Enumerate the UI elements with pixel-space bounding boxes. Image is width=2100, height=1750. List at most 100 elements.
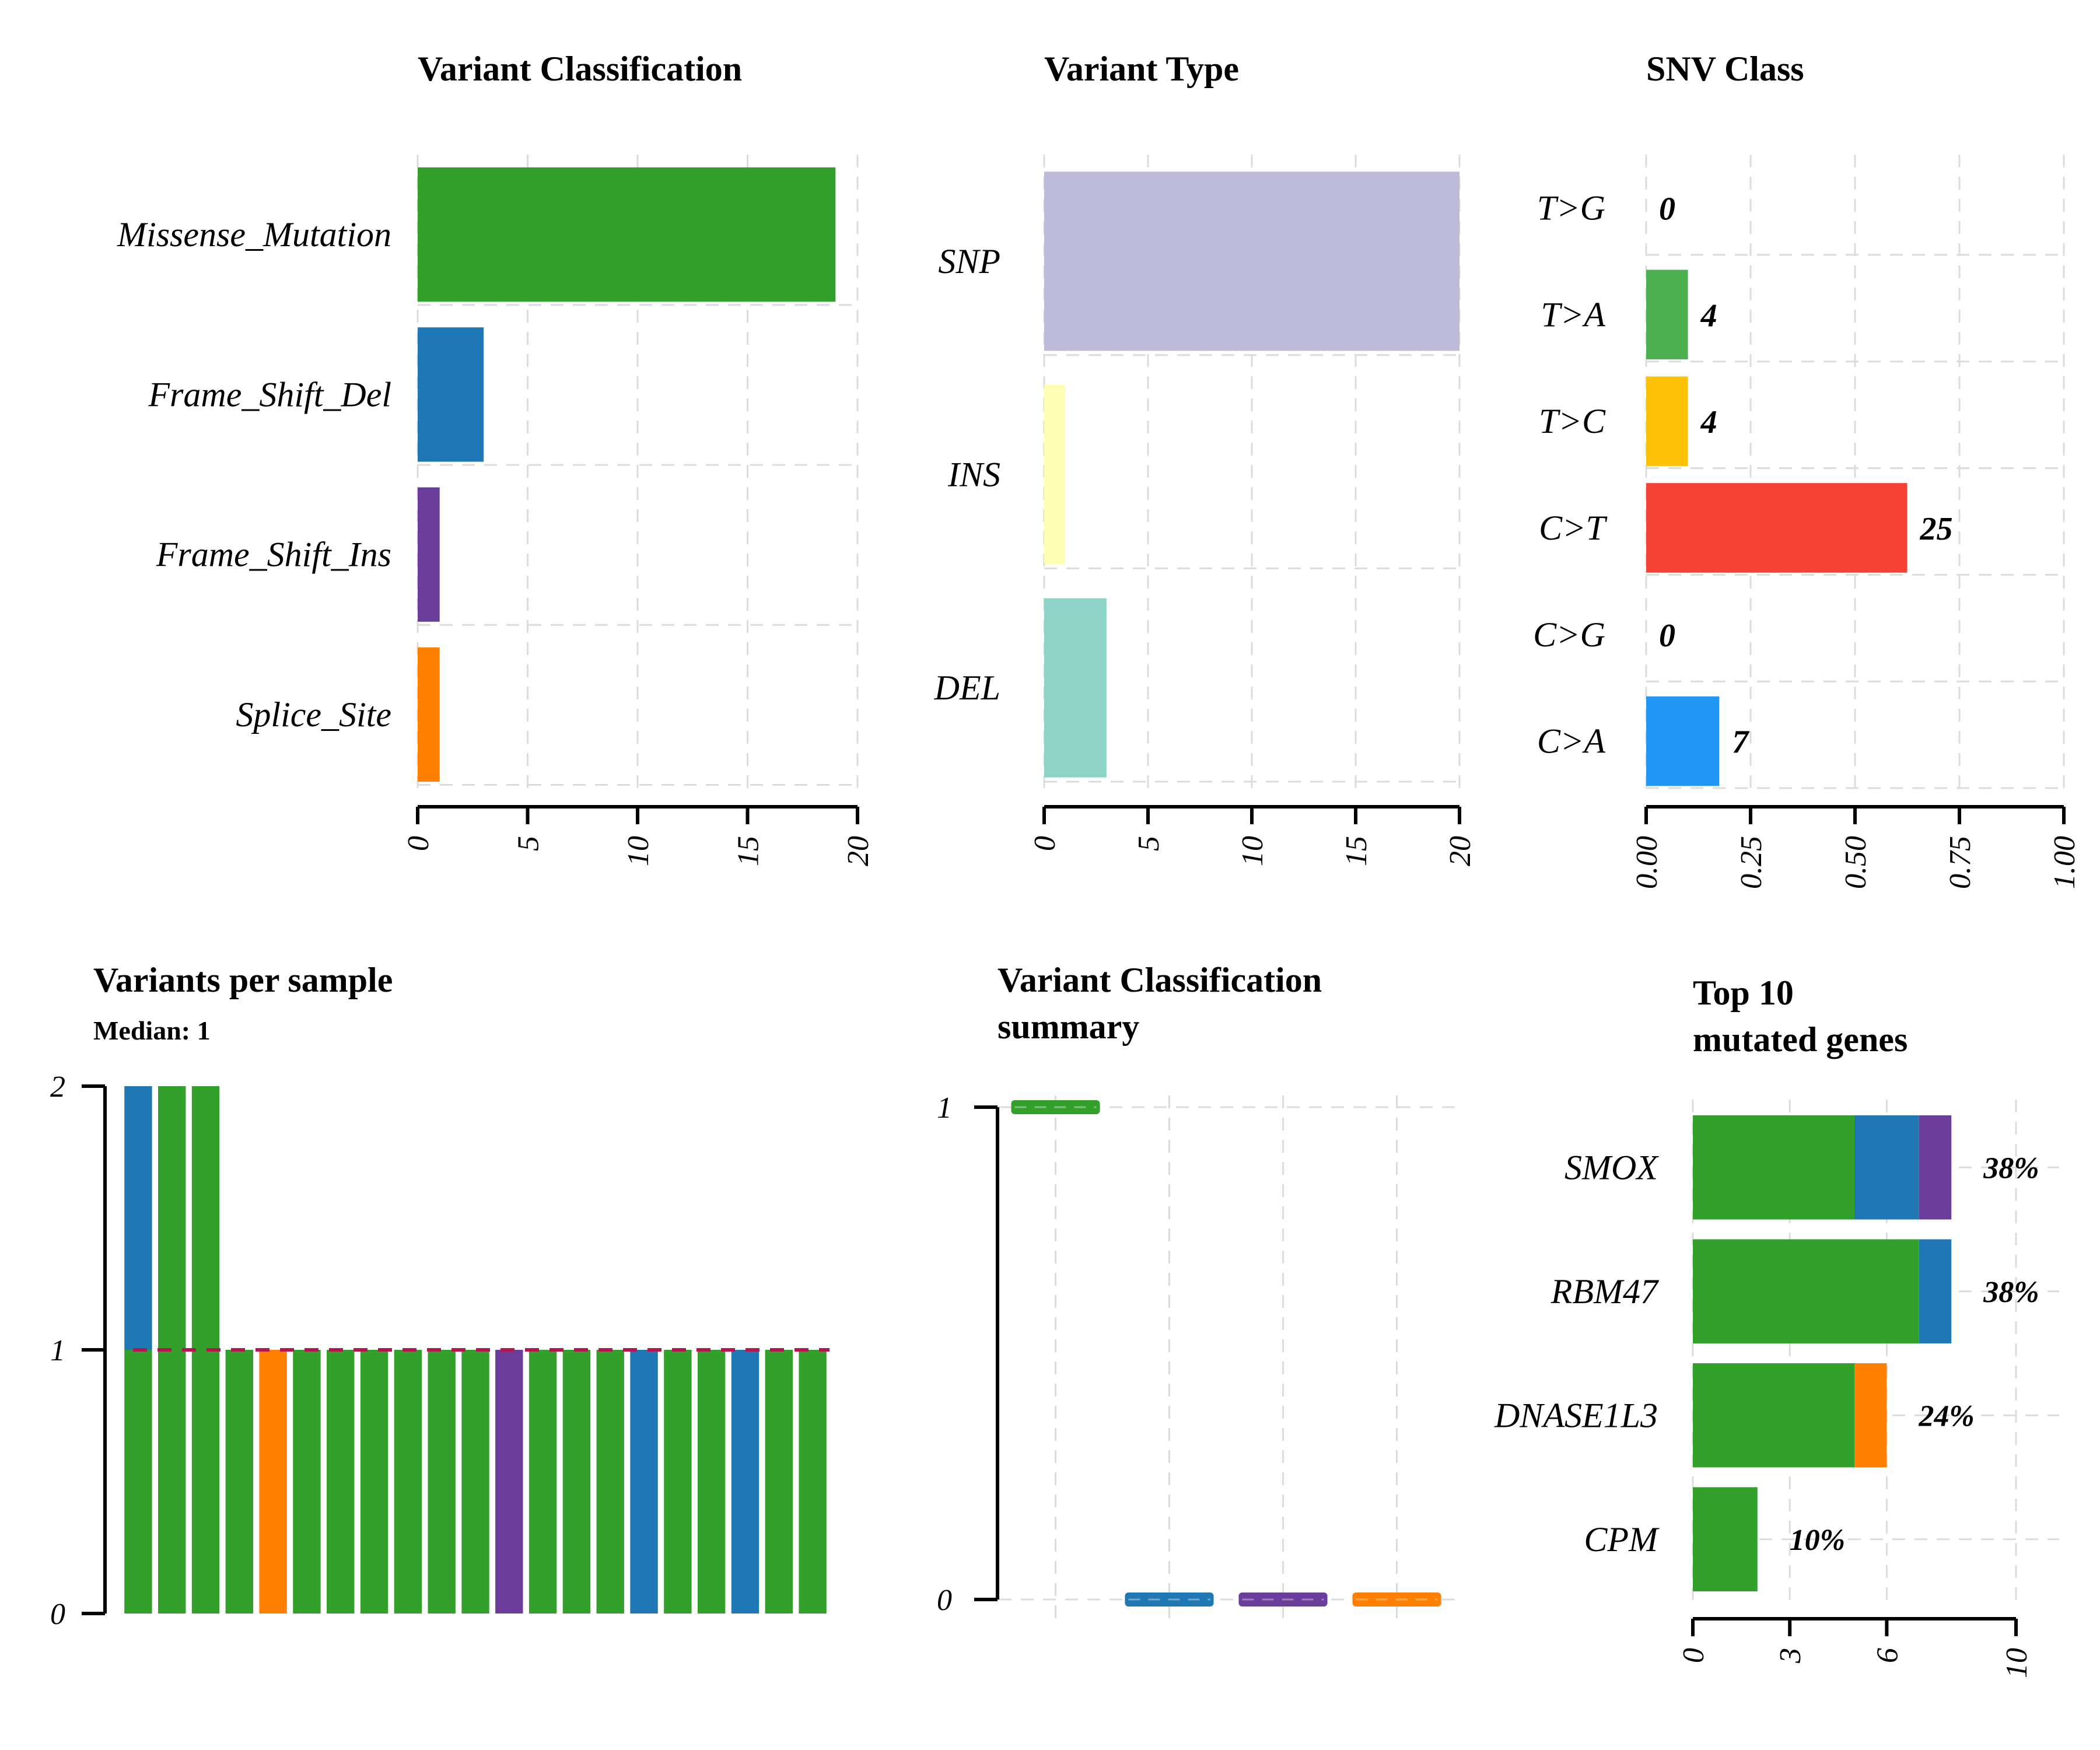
sample-bar-segment <box>394 1350 422 1614</box>
value-label: 4 <box>1700 298 1717 334</box>
sample-bar-segment <box>562 1350 591 1614</box>
gene-bar-segment <box>1854 1363 1887 1468</box>
category-label: DEL <box>934 668 1000 707</box>
bar <box>418 647 440 782</box>
gene-bar-segment <box>1919 1115 1952 1220</box>
bar <box>1646 270 1688 360</box>
category-label: C>G <box>1533 615 1605 654</box>
value-label: 25 <box>1920 511 1953 547</box>
y-tick-label: 1 <box>50 1334 65 1367</box>
x-tick-label: 1.00 <box>2048 836 2081 889</box>
x-tick-label: 0.25 <box>1735 836 1768 889</box>
gene-label: RBM47 <box>1550 1272 1660 1311</box>
bar <box>418 167 836 302</box>
bar <box>1044 598 1107 778</box>
sample-bar-segment <box>596 1350 624 1614</box>
x-tick-label: 3 <box>1774 1648 1807 1664</box>
x-tick-label: 15 <box>1340 836 1373 866</box>
sample-bar-segment <box>225 1350 254 1614</box>
x-tick-label: 10 <box>1236 836 1269 866</box>
gene-label: CPM <box>1584 1520 1660 1559</box>
bar <box>1646 376 1688 466</box>
percent-label: 38% <box>1983 1152 2039 1185</box>
sample-bar-segment <box>630 1350 658 1614</box>
x-tick-label: 10 <box>622 836 655 866</box>
sample-bar-segment <box>124 1086 152 1350</box>
category-label: Splice_Site <box>236 695 391 734</box>
category-label: C>T <box>1539 509 1608 547</box>
panel-title: SNV Class <box>1646 50 1804 88</box>
value-label: 7 <box>1732 724 1749 761</box>
sample-bar-segment <box>124 1350 152 1614</box>
sample-bar-segment <box>528 1350 557 1614</box>
panel-title: Variants per sample <box>93 961 393 999</box>
value-label: 0 <box>1659 618 1675 654</box>
sample-bar-segment <box>293 1350 321 1614</box>
box <box>1011 1100 1100 1114</box>
category-label: Frame_Shift_Ins <box>156 536 391 574</box>
panel-title: Variant Classification <box>418 50 742 88</box>
x-tick-label: 0 <box>1028 836 1062 851</box>
bar <box>418 487 440 622</box>
value-label: 4 <box>1700 404 1717 440</box>
x-tick-label: 0 <box>402 836 435 851</box>
sample-bar-segment <box>461 1350 489 1614</box>
panel-subtitle: Median: 1 <box>93 1016 211 1045</box>
category-label: T>A <box>1541 295 1605 334</box>
panel-title: Top 10 <box>1693 974 1794 1012</box>
gene-bar-segment <box>1693 1115 1854 1220</box>
gene-bar-segment <box>1693 1487 1758 1591</box>
panel-title: mutated genes <box>1693 1020 1908 1059</box>
sample-bar-segment <box>360 1350 388 1614</box>
gene-bar-segment <box>1854 1115 1919 1220</box>
sample-bar-segment <box>697 1350 726 1614</box>
gene-label: SMOX <box>1564 1148 1659 1186</box>
box <box>1352 1592 1441 1606</box>
y-tick-label: 2 <box>50 1070 65 1104</box>
percent-label: 24% <box>1918 1399 1974 1433</box>
sample-bar-segment <box>259 1350 287 1614</box>
sample-bar-segment <box>799 1350 827 1614</box>
x-tick-label: 5 <box>1132 836 1166 851</box>
x-tick-label: 6 <box>1871 1648 1904 1663</box>
y-tick-label: 1 <box>937 1091 952 1125</box>
x-tick-label: 0.00 <box>1630 836 1664 889</box>
x-tick-label: 20 <box>842 836 875 866</box>
category-label: Frame_Shift_Del <box>148 375 391 414</box>
bar <box>1646 483 1908 573</box>
value-label: 0 <box>1659 191 1675 227</box>
gene-bar-segment <box>1693 1363 1854 1468</box>
y-tick-label: 0 <box>937 1584 952 1617</box>
x-tick-label: 10 <box>2000 1648 2034 1678</box>
category-label: SNP <box>938 242 1000 281</box>
bar <box>418 327 484 462</box>
category-label: T>G <box>1537 188 1605 227</box>
category-label: T>C <box>1539 402 1606 440</box>
sample-bar-segment <box>495 1350 523 1614</box>
bar <box>1044 384 1065 565</box>
sample-bar-segment <box>765 1350 793 1614</box>
panel-title: Variant Classification <box>998 961 1322 999</box>
x-tick-label: 0.75 <box>1944 836 1977 889</box>
box <box>1125 1592 1214 1606</box>
panel-title: Variant Type <box>1044 50 1239 88</box>
sample-bar-segment <box>327 1350 355 1614</box>
x-tick-label: 0.50 <box>1839 836 1873 889</box>
x-tick-label: 5 <box>512 836 545 851</box>
gene-bar-segment <box>1693 1239 1919 1343</box>
bar <box>1044 172 1460 351</box>
y-tick-label: 0 <box>50 1598 65 1631</box>
category-label: INS <box>947 456 1000 494</box>
sample-bar-segment <box>664 1350 692 1614</box>
sample-bar-segment <box>731 1350 760 1614</box>
bar <box>1646 696 1720 786</box>
x-tick-label: 0 <box>1677 1648 1710 1663</box>
percent-label: 38% <box>1983 1276 2039 1309</box>
category-label: Missense_Mutation <box>117 215 391 254</box>
x-tick-label: 15 <box>732 836 765 866</box>
gene-bar-segment <box>1919 1239 1952 1343</box>
percent-label: 10% <box>1790 1524 1845 1557</box>
category-label: C>A <box>1537 722 1606 761</box>
box <box>1238 1592 1328 1606</box>
